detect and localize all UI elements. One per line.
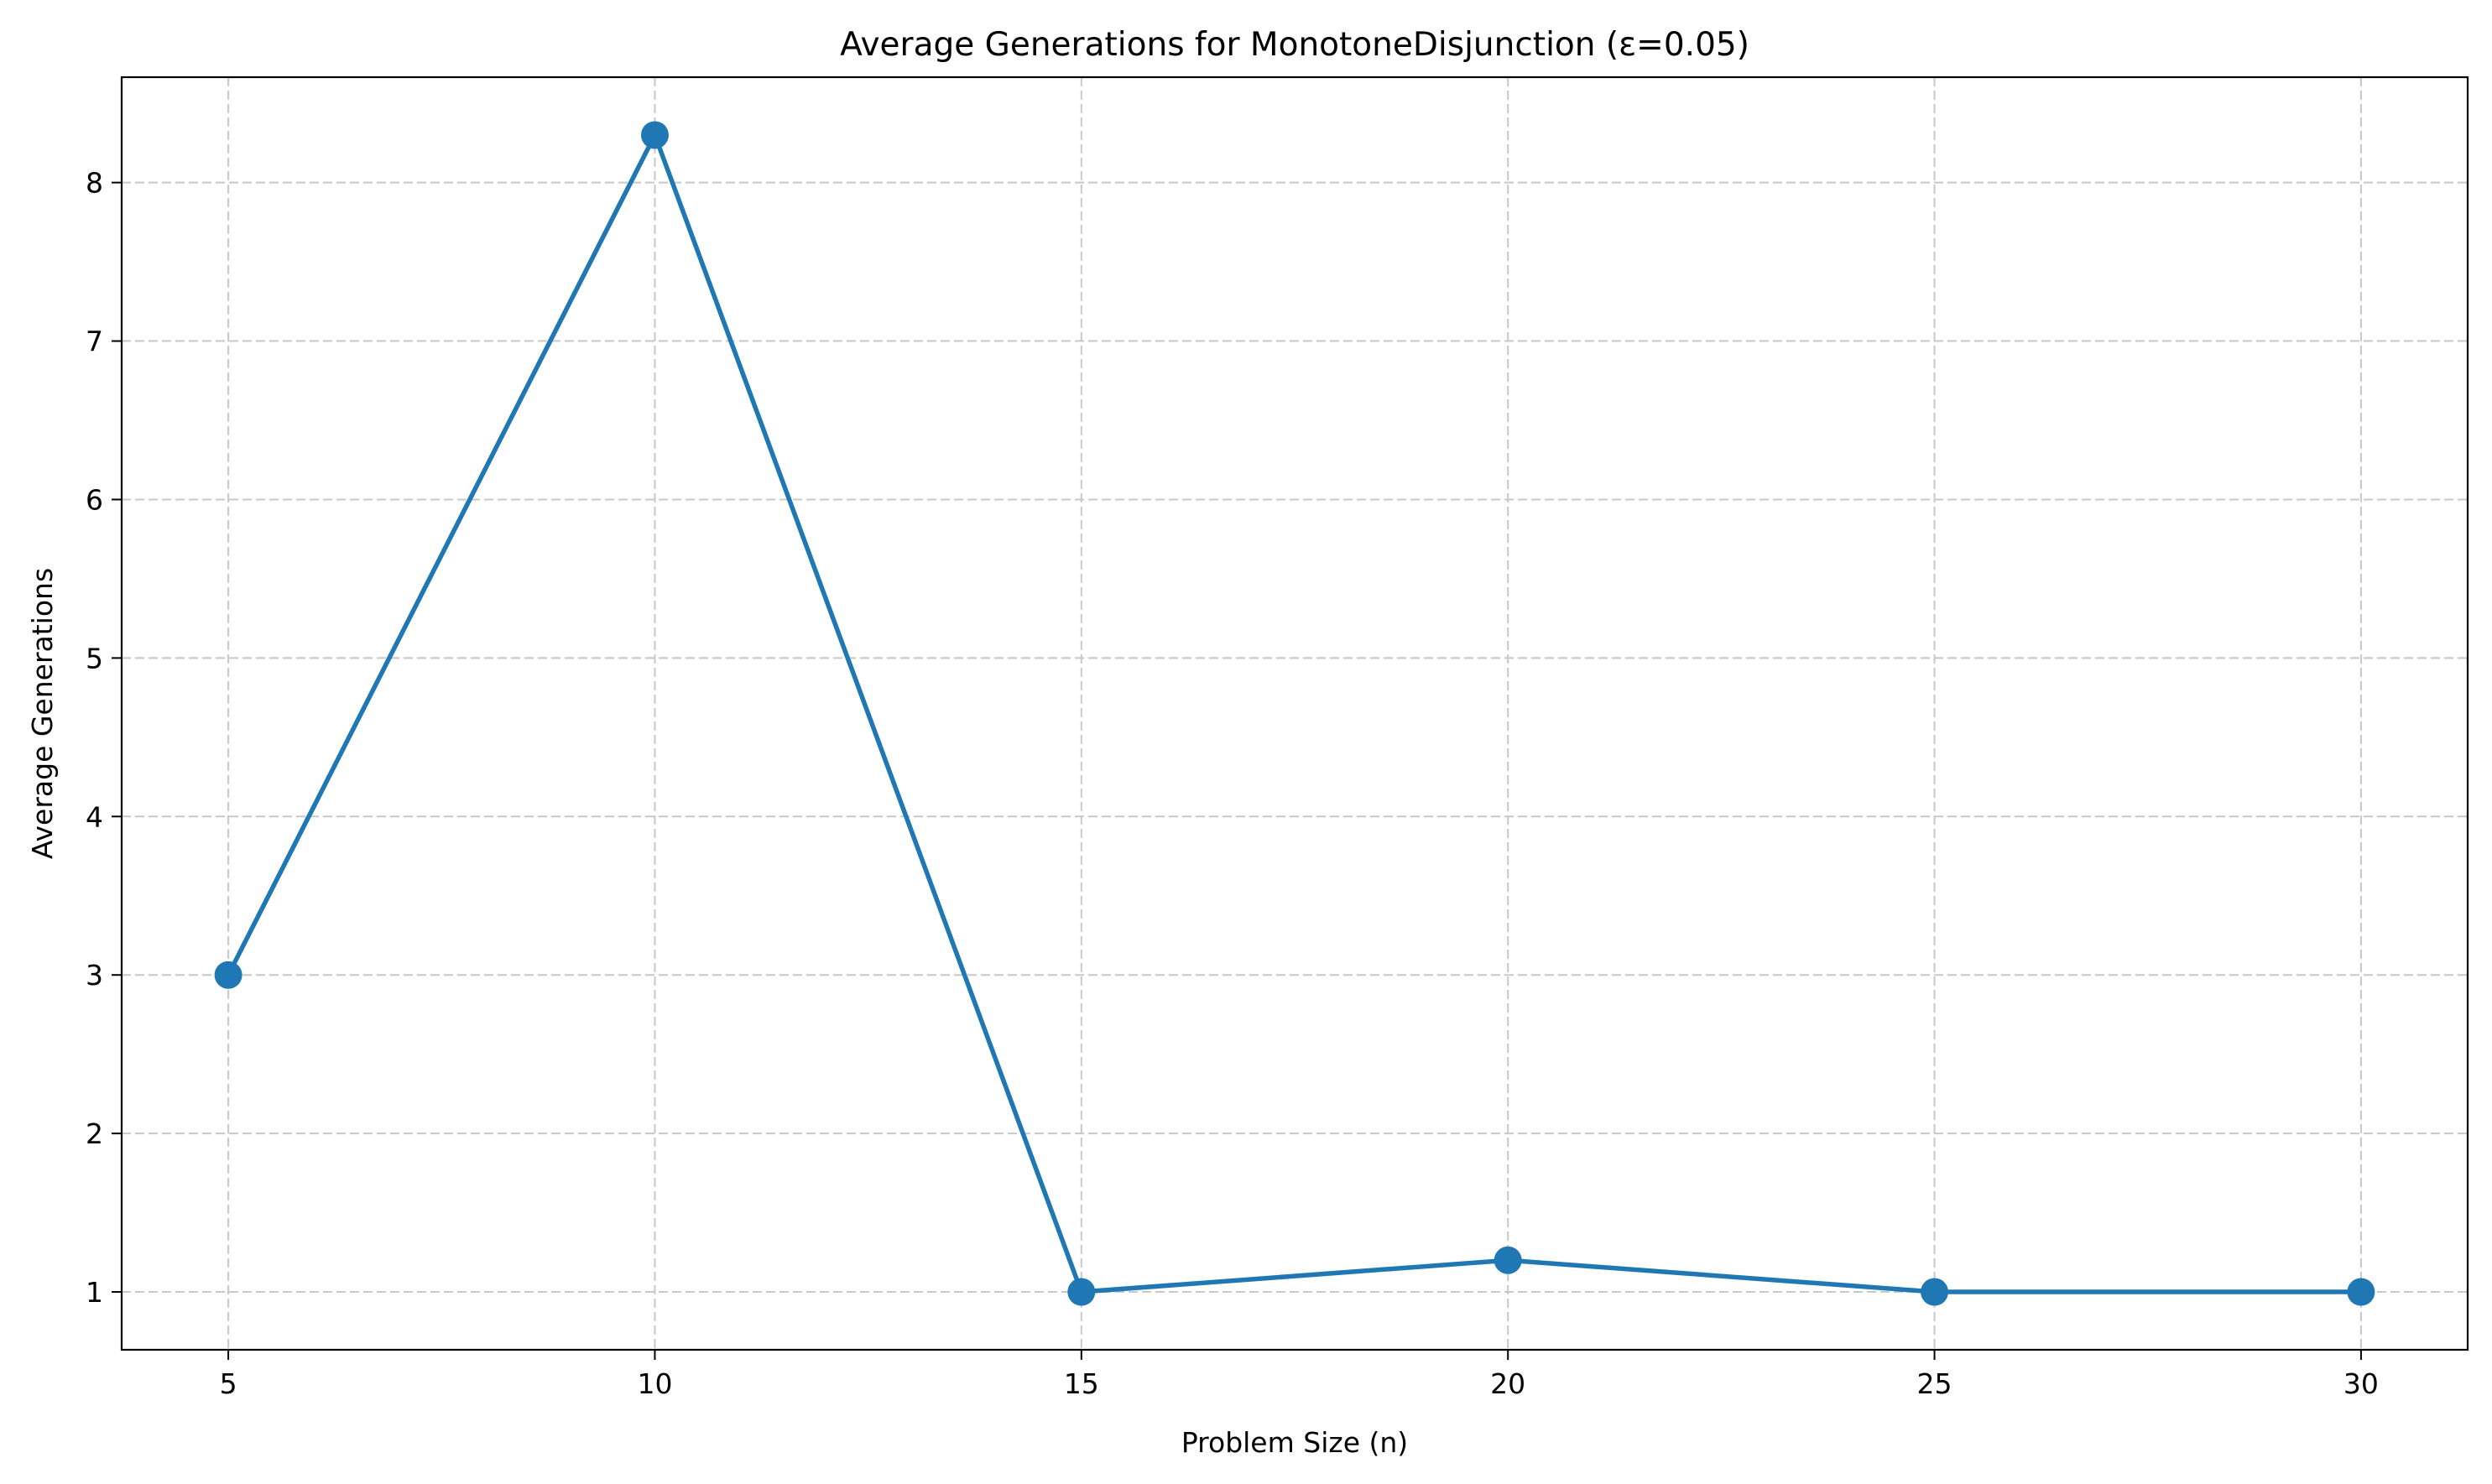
x-tick-label: 5 — [220, 1367, 237, 1400]
x-axis-label: Problem Size (n) — [1181, 1426, 1408, 1459]
series-line — [226, 133, 2364, 1294]
grid-layer — [122, 77, 2468, 1350]
chart-title: Average Generations for MonotoneDisjunct… — [840, 26, 1749, 64]
y-tick-label: 1 — [86, 1276, 103, 1309]
y-tick-label: 7 — [86, 325, 103, 358]
axes-layer: 5 10 15 20 25 30 1 2 3 4 5 6 7 8 — [86, 76, 2469, 1400]
data-point — [214, 961, 242, 989]
data-point — [640, 121, 669, 149]
x-tick-label: 15 — [1064, 1367, 1099, 1400]
x-tick-label: 20 — [1490, 1367, 1525, 1400]
label-layer: Average Generations for MonotoneDisjunct… — [26, 26, 1749, 1459]
data-point — [1494, 1246, 1522, 1274]
series-layer — [214, 121, 2375, 1306]
y-tick-label: 8 — [86, 167, 103, 200]
data-point — [1921, 1278, 1949, 1306]
y-tick-label: 4 — [86, 800, 103, 833]
x-tick-label: 10 — [637, 1367, 672, 1400]
data-point — [1067, 1278, 1096, 1306]
y-tick-label: 5 — [86, 642, 103, 674]
y-tick-label: 2 — [86, 1117, 103, 1150]
x-tick-label: 30 — [2343, 1367, 2379, 1400]
plot-frame — [120, 76, 2469, 1351]
data-point — [2347, 1278, 2375, 1306]
x-tick-label: 25 — [1917, 1367, 1952, 1400]
y-tick-label: 3 — [86, 959, 103, 992]
y-tick-label: 6 — [86, 483, 103, 516]
y-axis-label: Average Generations — [26, 568, 59, 859]
